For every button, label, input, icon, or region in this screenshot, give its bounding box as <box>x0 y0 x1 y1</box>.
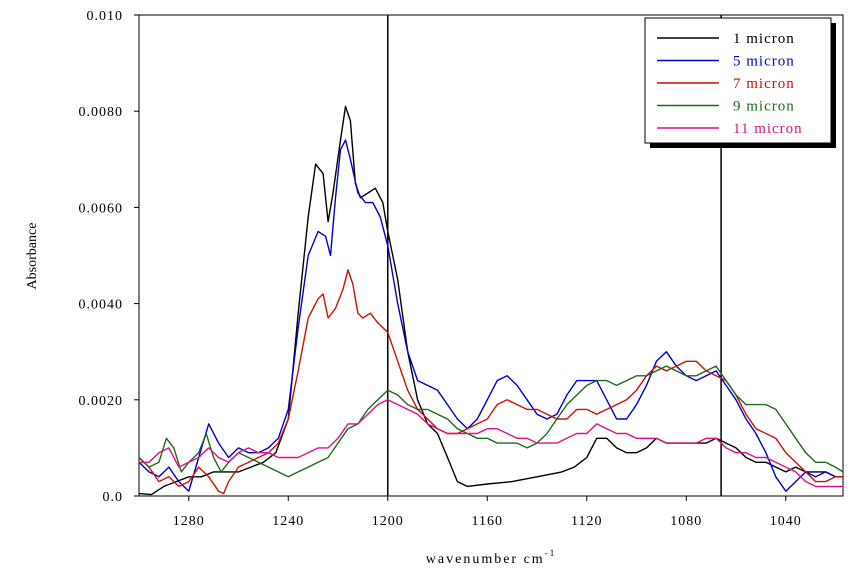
series-line-11-micron <box>139 399 843 488</box>
series-line-1-micron <box>138 105 843 496</box>
legend-label-5-micron: 5 micron <box>733 54 795 70</box>
x-axis-ticks: 1280 1240 1200 1160 1120 1080 1040 <box>173 496 802 529</box>
y-tick-label: 0.010 <box>87 9 124 24</box>
y-tick-label: 0.0020 <box>79 394 124 409</box>
x-tick-label: 1080 <box>670 514 702 529</box>
x-tick-label: 1280 <box>173 514 205 529</box>
y-tick-label: 0.0080 <box>79 105 124 120</box>
x-axis-title-main: wavenumber cm <box>426 552 545 567</box>
x-axis-title-superscript: -1 <box>545 548 557 558</box>
x-tick-label: 1120 <box>571 514 602 529</box>
y-axis-title: Absorbance <box>25 223 40 290</box>
legend-label-7-micron: 7 micron <box>733 76 795 92</box>
legend-label-11-micron: 11 micron <box>733 121 803 137</box>
x-tick-label: 1200 <box>372 514 404 529</box>
x-tick-label: 1240 <box>272 514 304 529</box>
series-line-7-micron <box>138 269 843 495</box>
legend-box <box>644 17 832 144</box>
y-tick-label: 0.0 <box>103 490 124 505</box>
legend: 1 micron 5 micron 7 micron 9 micron 11 micro… <box>644 17 836 148</box>
x-tick-label: 1160 <box>472 514 503 529</box>
series-line-9-micron <box>138 365 844 478</box>
legend-label-9-micron: 9 micron <box>733 99 795 115</box>
series-layer <box>138 105 844 496</box>
x-axis-title: wavenumber cm-1 <box>426 548 556 567</box>
x-tick-label: 1040 <box>770 514 802 529</box>
y-tick-label: 0.0060 <box>79 201 124 216</box>
y-tick-label: 0.0040 <box>79 298 124 313</box>
y-axis-ticks: 0.0 0.0020 0.0040 0.0060 0.0080 0.010 <box>79 9 139 505</box>
legend-label-1-micron: 1 micron <box>733 31 795 47</box>
